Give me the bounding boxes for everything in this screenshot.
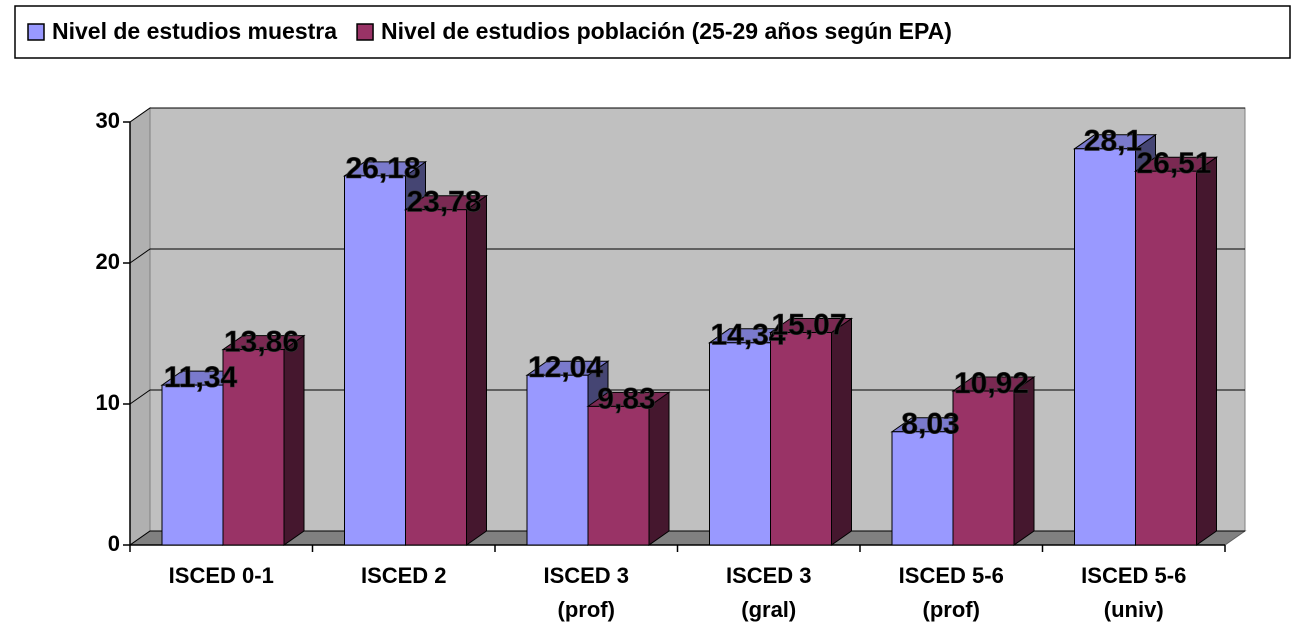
- x-tick-label: ISCED 5-6 (univ): [1081, 563, 1187, 622]
- x-tick-label: ISCED 5-6 (prof): [898, 563, 1004, 622]
- bar-side: [283, 334, 305, 546]
- legend-swatch: [27, 23, 45, 41]
- legend-label: Nivel de estudios población (25-29 años …: [381, 18, 952, 44]
- data-label: 9,83: [597, 382, 655, 415]
- bar: [344, 175, 406, 546]
- y-tick-label: 30: [96, 108, 120, 133]
- bar: [587, 405, 650, 546]
- legend-box: [14, 5, 1291, 59]
- legend-label: Nivel de estudios muestra: [52, 18, 337, 44]
- bar-side: [1196, 156, 1217, 546]
- bar-side: [1013, 376, 1035, 546]
- bar: [526, 374, 589, 546]
- side-wall: [129, 107, 151, 546]
- y-tick-label: 20: [96, 249, 120, 274]
- bar: [952, 390, 1015, 546]
- data-label: 12,04: [528, 351, 603, 384]
- bar-side: [831, 317, 852, 546]
- bar: [161, 384, 224, 546]
- y-tick-label: 0: [108, 531, 120, 556]
- data-label: 8,03: [901, 408, 959, 441]
- grid-line: [129, 530, 1245, 546]
- x-tick-label: ISCED 2: [360, 563, 447, 588]
- data-label: 10,92: [954, 367, 1029, 400]
- bar: [709, 342, 771, 546]
- x-tick-label: ISCED 3 (gral): [725, 563, 812, 622]
- data-label: 11,34: [164, 361, 238, 394]
- x-tick-label: ISCED 0-1: [168, 563, 274, 588]
- data-label: 26,18: [345, 152, 420, 185]
- bar: [770, 332, 832, 546]
- bar: [1135, 170, 1197, 546]
- bar: [1074, 148, 1136, 546]
- bar: [405, 209, 467, 546]
- x-tick-label: ISCED 3 (prof): [543, 563, 630, 622]
- data-label: 26,51: [1136, 147, 1211, 180]
- grid-line: [129, 107, 1245, 123]
- y-tick-label: 10: [96, 390, 120, 415]
- legend-swatch: [356, 23, 374, 41]
- bar: [891, 431, 954, 546]
- data-label: 13,86: [224, 325, 299, 358]
- grid-line: [129, 248, 1245, 264]
- data-label: 15,07: [771, 308, 846, 341]
- grid-line: [129, 389, 1245, 405]
- bar: [222, 349, 285, 546]
- bar-side: [466, 194, 487, 546]
- data-label: 28,1: [1084, 125, 1142, 158]
- data-label: 14,34: [710, 319, 785, 352]
- data-label: 23,78: [406, 186, 481, 219]
